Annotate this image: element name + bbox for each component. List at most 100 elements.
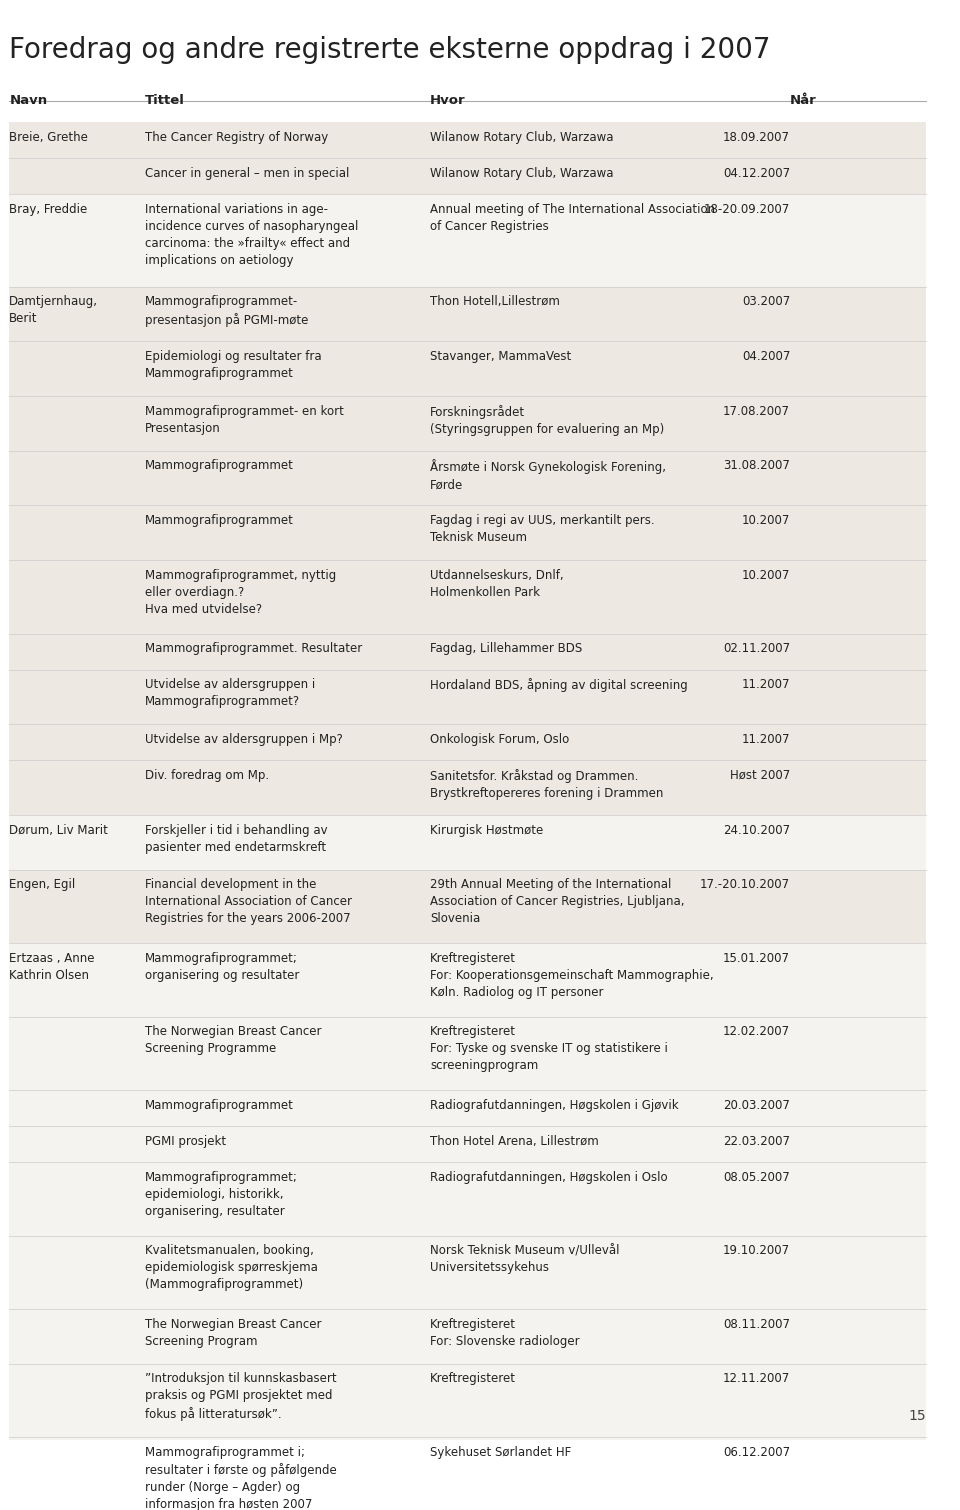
- Text: Financial development in the
International Association of Cancer
Registries for : Financial development in the Internation…: [145, 879, 352, 926]
- Text: Kreftregisteret: Kreftregisteret: [430, 1373, 516, 1385]
- Text: Cancer in general – men in special: Cancer in general – men in special: [145, 168, 349, 180]
- Text: The Cancer Registry of Norway: The Cancer Registry of Norway: [145, 131, 328, 143]
- Text: Hordaland BDS, åpning av digital screening: Hordaland BDS, åpning av digital screeni…: [430, 678, 688, 692]
- Text: Kvalitetsmanualen, booking,
epidemiologisk spørreskjema
(Mammografiprogrammet): Kvalitetsmanualen, booking, epidemiologi…: [145, 1244, 318, 1291]
- Text: Sykehuset Sørlandet HF: Sykehuset Sørlandet HF: [430, 1445, 571, 1459]
- Text: 11.2007: 11.2007: [742, 678, 790, 692]
- Text: 22.03.2007: 22.03.2007: [723, 1134, 790, 1148]
- Text: Bray, Freddie: Bray, Freddie: [10, 202, 87, 216]
- FancyBboxPatch shape: [10, 1309, 925, 1364]
- Text: Breie, Grethe: Breie, Grethe: [10, 131, 88, 143]
- Text: Forskningsrådet
(Styringsgruppen for evaluering an Mp): Forskningsrådet (Styringsgruppen for eva…: [430, 405, 664, 435]
- Text: Mammografiprogrammet;
organisering og resultater: Mammografiprogrammet; organisering og re…: [145, 951, 300, 982]
- Text: Hvor: Hvor: [430, 94, 466, 107]
- FancyBboxPatch shape: [10, 944, 925, 1016]
- Text: Wilanow Rotary Club, Warzawa: Wilanow Rotary Club, Warzawa: [430, 131, 613, 143]
- Text: Utvidelse av aldersgruppen i Mp?: Utvidelse av aldersgruppen i Mp?: [145, 732, 343, 746]
- FancyBboxPatch shape: [10, 450, 925, 506]
- FancyBboxPatch shape: [10, 1016, 925, 1090]
- Text: Mammografiprogrammet: Mammografiprogrammet: [145, 459, 294, 473]
- Text: Annual meeting of The International Association
of Cancer Registries: Annual meeting of The International Asso…: [430, 202, 715, 233]
- FancyBboxPatch shape: [10, 815, 925, 870]
- Text: 15.01.2007: 15.01.2007: [723, 951, 790, 965]
- Text: Høst 2007: Høst 2007: [730, 769, 790, 782]
- FancyBboxPatch shape: [10, 725, 925, 761]
- FancyBboxPatch shape: [10, 1364, 925, 1438]
- Text: Dørum, Liv Marit: Dørum, Liv Marit: [10, 823, 108, 837]
- Text: Fagdag, Lillehammer BDS: Fagdag, Lillehammer BDS: [430, 642, 583, 655]
- Text: Mammografiprogrammet, nyttig
eller overdiagn.?
Hva med utvidelse?: Mammografiprogrammet, nyttig eller overd…: [145, 569, 336, 616]
- Text: 10.2007: 10.2007: [742, 569, 790, 581]
- Text: 03.2007: 03.2007: [742, 294, 790, 308]
- FancyBboxPatch shape: [10, 1126, 925, 1163]
- Text: 20.03.2007: 20.03.2007: [723, 1099, 790, 1111]
- Text: 12.02.2007: 12.02.2007: [723, 1025, 790, 1039]
- FancyBboxPatch shape: [10, 1163, 925, 1235]
- FancyBboxPatch shape: [10, 560, 925, 634]
- Text: Forskjeller i tid i behandling av
pasienter med endetarmskreft: Forskjeller i tid i behandling av pasien…: [145, 823, 327, 853]
- Text: 10.2007: 10.2007: [742, 513, 790, 527]
- Text: Engen, Egil: Engen, Egil: [10, 879, 76, 891]
- Text: Foredrag og andre registrerte eksterne oppdrag i 2007: Foredrag og andre registrerte eksterne o…: [10, 36, 771, 63]
- Text: Ertzaas , Anne
Kathrin Olsen: Ertzaas , Anne Kathrin Olsen: [10, 951, 95, 982]
- Text: Wilanow Rotary Club, Warzawa: Wilanow Rotary Club, Warzawa: [430, 168, 613, 180]
- Text: 19.10.2007: 19.10.2007: [723, 1244, 790, 1258]
- FancyBboxPatch shape: [10, 122, 925, 159]
- Text: Mammografiprogrammet. Resultater: Mammografiprogrammet. Resultater: [145, 642, 362, 655]
- Text: 18-20.09.2007: 18-20.09.2007: [704, 202, 790, 216]
- Text: Radiografutdanningen, Høgskolen i Gjøvik: Radiografutdanningen, Høgskolen i Gjøvik: [430, 1099, 679, 1111]
- FancyBboxPatch shape: [10, 396, 925, 450]
- Text: 04.2007: 04.2007: [742, 350, 790, 362]
- Text: Mammografiprogrammet;
epidemiologi, historikk,
organisering, resultater: Mammografiprogrammet; epidemiologi, hist…: [145, 1170, 298, 1217]
- Text: Mammografiprogrammet- en kort
Presentasjon: Mammografiprogrammet- en kort Presentasj…: [145, 405, 344, 435]
- Text: 17.-20.10.2007: 17.-20.10.2007: [700, 879, 790, 891]
- Text: PGMI prosjekt: PGMI prosjekt: [145, 1134, 226, 1148]
- Text: Mammografiprogrammet: Mammografiprogrammet: [145, 513, 294, 527]
- Text: ”Introduksjon til kunnskasbasert
praksis og PGMI prosjektet med
fokus på littera: ”Introduksjon til kunnskasbasert praksis…: [145, 1373, 337, 1421]
- FancyBboxPatch shape: [10, 341, 925, 396]
- FancyBboxPatch shape: [10, 870, 925, 944]
- Text: Div. foredrag om Mp.: Div. foredrag om Mp.: [145, 769, 269, 782]
- Text: Utvidelse av aldersgruppen i
Mammografiprogrammet?: Utvidelse av aldersgruppen i Mammografip…: [145, 678, 315, 708]
- Text: 17.08.2007: 17.08.2007: [723, 405, 790, 418]
- Text: International variations in age-
incidence curves of nasopharyngeal
carcinoma: t: International variations in age- inciden…: [145, 202, 358, 267]
- Text: The Norwegian Breast Cancer
Screening Programme: The Norwegian Breast Cancer Screening Pr…: [145, 1025, 322, 1055]
- Text: 04.12.2007: 04.12.2007: [723, 168, 790, 180]
- Text: 08.11.2007: 08.11.2007: [723, 1318, 790, 1330]
- FancyBboxPatch shape: [10, 506, 925, 560]
- Text: The Norwegian Breast Cancer
Screening Program: The Norwegian Breast Cancer Screening Pr…: [145, 1318, 322, 1347]
- FancyBboxPatch shape: [10, 669, 925, 725]
- Text: 29th Annual Meeting of the International
Association of Cancer Registries, Ljubl: 29th Annual Meeting of the International…: [430, 879, 684, 926]
- FancyBboxPatch shape: [10, 195, 925, 287]
- Text: Kreftregisteret
For: Tyske og svenske IT og statistikere i
screeningprogram: Kreftregisteret For: Tyske og svenske IT…: [430, 1025, 668, 1072]
- Text: 08.05.2007: 08.05.2007: [724, 1170, 790, 1184]
- Text: Stavanger, MammaVest: Stavanger, MammaVest: [430, 350, 571, 362]
- FancyBboxPatch shape: [10, 634, 925, 669]
- Text: Når: Når: [790, 94, 817, 107]
- Text: Norsk Teknisk Museum v/Ullevål
Universitetssykehus: Norsk Teknisk Museum v/Ullevål Universit…: [430, 1244, 619, 1274]
- FancyBboxPatch shape: [10, 1438, 925, 1510]
- Text: Tittel: Tittel: [145, 94, 185, 107]
- Text: Mammografiprogrammet: Mammografiprogrammet: [145, 1099, 294, 1111]
- FancyBboxPatch shape: [10, 287, 925, 341]
- Text: Onkologisk Forum, Oslo: Onkologisk Forum, Oslo: [430, 732, 569, 746]
- Text: 31.08.2007: 31.08.2007: [723, 459, 790, 473]
- Text: Epidemiologi og resultater fra
Mammografiprogrammet: Epidemiologi og resultater fra Mammograf…: [145, 350, 322, 381]
- Text: Mammografiprogrammet i;
resultater i første og påfølgende
runder (Norge – Agder): Mammografiprogrammet i; resultater i før…: [145, 1445, 337, 1510]
- Text: Kreftregisteret
For: Kooperationsgemeinschaft Mammographie,
Køln. Radiolog og IT: Kreftregisteret For: Kooperationsgemeins…: [430, 951, 713, 998]
- Text: Fagdag i regi av UUS, merkantilt pers.
Teknisk Museum: Fagdag i regi av UUS, merkantilt pers. T…: [430, 513, 655, 544]
- Text: 18.09.2007: 18.09.2007: [723, 131, 790, 143]
- Text: 11.2007: 11.2007: [742, 732, 790, 746]
- Text: Thon Hotell,Lillestrøm: Thon Hotell,Lillestrøm: [430, 294, 560, 308]
- Text: Damtjernhaug,
Berit: Damtjernhaug, Berit: [10, 294, 98, 325]
- Text: Radiografutdanningen, Høgskolen i Oslo: Radiografutdanningen, Høgskolen i Oslo: [430, 1170, 668, 1184]
- Text: Årsmøte i Norsk Gynekologisk Forening,
Førde: Årsmøte i Norsk Gynekologisk Forening, F…: [430, 459, 666, 491]
- Text: Utdannelseskurs, Dnlf,
Holmenkollen Park: Utdannelseskurs, Dnlf, Holmenkollen Park: [430, 569, 564, 599]
- Text: Mammografiprogrammet-
presentasjon på PGMI-møte: Mammografiprogrammet- presentasjon på PG…: [145, 294, 308, 326]
- Text: 24.10.2007: 24.10.2007: [723, 823, 790, 837]
- FancyBboxPatch shape: [10, 1090, 925, 1126]
- Text: 06.12.2007: 06.12.2007: [723, 1445, 790, 1459]
- Text: Sanitetsfor. Kråkstad og Drammen.
Brystkreftopereres forening i Drammen: Sanitetsfor. Kråkstad og Drammen. Brystk…: [430, 769, 663, 800]
- FancyBboxPatch shape: [10, 761, 925, 815]
- Text: Kreftregisteret
For: Slovenske radiologer: Kreftregisteret For: Slovenske radiologe…: [430, 1318, 580, 1347]
